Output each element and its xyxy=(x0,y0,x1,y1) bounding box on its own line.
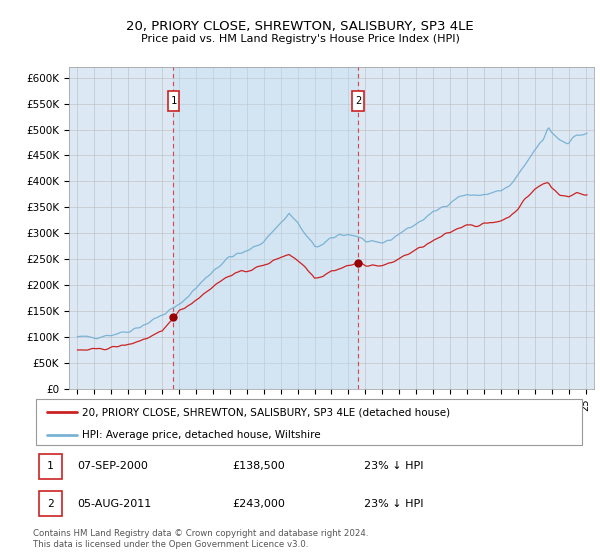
Text: 1: 1 xyxy=(47,461,53,472)
Bar xyxy=(173,67,358,389)
FancyBboxPatch shape xyxy=(167,91,179,111)
Text: Contains HM Land Registry data © Crown copyright and database right 2024.
This d: Contains HM Land Registry data © Crown c… xyxy=(33,529,368,549)
Text: £138,500: £138,500 xyxy=(233,461,286,472)
Text: £243,000: £243,000 xyxy=(233,498,286,508)
FancyBboxPatch shape xyxy=(39,454,62,478)
Text: 05-AUG-2011: 05-AUG-2011 xyxy=(77,498,151,508)
Text: 23% ↓ HPI: 23% ↓ HPI xyxy=(364,461,423,472)
Text: 20, PRIORY CLOSE, SHREWTON, SALISBURY, SP3 4LE: 20, PRIORY CLOSE, SHREWTON, SALISBURY, S… xyxy=(126,20,474,32)
Text: 1: 1 xyxy=(170,96,176,106)
FancyBboxPatch shape xyxy=(39,492,62,516)
Text: 20, PRIORY CLOSE, SHREWTON, SALISBURY, SP3 4LE (detached house): 20, PRIORY CLOSE, SHREWTON, SALISBURY, S… xyxy=(82,407,451,417)
Text: Price paid vs. HM Land Registry's House Price Index (HPI): Price paid vs. HM Land Registry's House … xyxy=(140,34,460,44)
Text: HPI: Average price, detached house, Wiltshire: HPI: Average price, detached house, Wilt… xyxy=(82,430,321,440)
FancyBboxPatch shape xyxy=(352,91,364,111)
Text: 2: 2 xyxy=(47,498,53,508)
Text: 23% ↓ HPI: 23% ↓ HPI xyxy=(364,498,423,508)
Text: 2: 2 xyxy=(355,96,361,106)
Text: 07-SEP-2000: 07-SEP-2000 xyxy=(77,461,148,472)
